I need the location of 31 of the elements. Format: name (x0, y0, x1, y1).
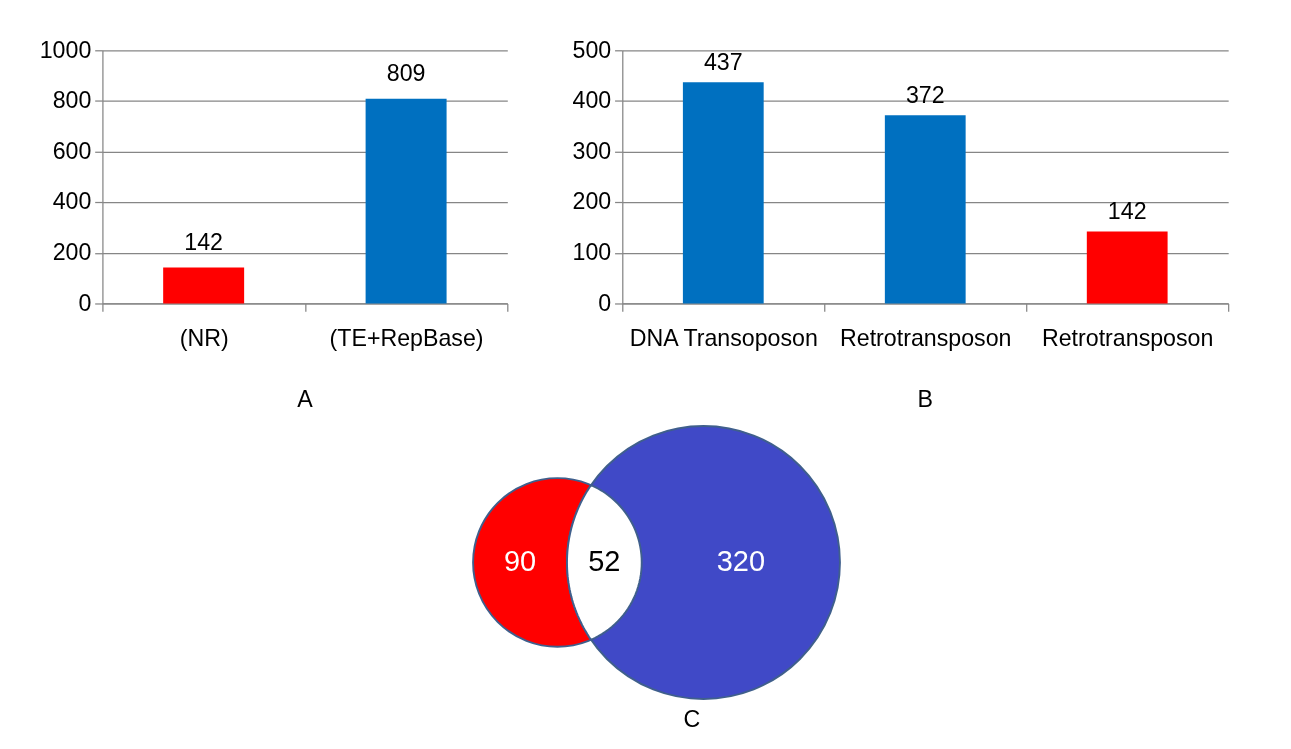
text: C (683, 705, 701, 732)
text: A (297, 385, 314, 412)
y-tick-label: 1000 (39, 36, 92, 63)
y-tick-label: 300 (572, 137, 612, 164)
data-label: 52 (588, 545, 621, 578)
x-tick-label: Retrotransposon (840, 324, 1012, 351)
bar (1086, 231, 1168, 304)
y-tick-label: 100 (572, 239, 612, 266)
y-tick-label: 400 (52, 188, 92, 215)
y-tick-label: 0 (598, 289, 612, 316)
y-tick-label: 400 (572, 87, 612, 114)
y-tick-label: 0 (78, 289, 92, 316)
x-tick-label: DNA Transoposon (629, 324, 818, 351)
bar (884, 115, 966, 304)
data-label: 437 (703, 48, 743, 75)
data-label: 320 (716, 545, 766, 578)
bar (682, 82, 764, 304)
x-tick-label: (NR) (179, 324, 229, 351)
y-tick-label: 500 (572, 36, 612, 63)
y-tick-label: 600 (52, 137, 92, 164)
data-label: 90 (503, 545, 537, 578)
data-label: 142 (1107, 198, 1147, 225)
data-label: 372 (905, 81, 945, 108)
data-label: 809 (386, 60, 426, 87)
data-label: 142 (184, 229, 223, 256)
text: B (917, 385, 933, 412)
x-tick-label: Retrotransposon (1041, 324, 1214, 351)
x-tick-label: (TE+RepBase) (329, 324, 484, 351)
y-tick-label: 800 (52, 87, 92, 114)
y-tick-label: 200 (52, 239, 92, 266)
y-tick-label: 200 (572, 188, 612, 215)
